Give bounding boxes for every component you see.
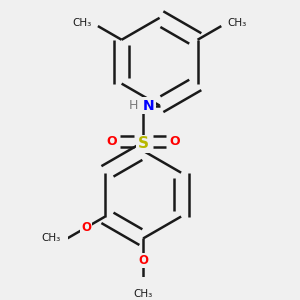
Text: CH₃: CH₃ <box>227 18 247 28</box>
Text: O: O <box>169 135 180 148</box>
Text: CH₃: CH₃ <box>73 18 92 28</box>
Text: S: S <box>138 136 148 152</box>
Text: CH₃: CH₃ <box>134 289 153 299</box>
Text: N: N <box>143 98 154 112</box>
Text: CH₃: CH₃ <box>41 233 60 244</box>
Text: O: O <box>138 254 148 267</box>
Text: H: H <box>129 99 138 112</box>
Text: O: O <box>106 135 117 148</box>
Text: O: O <box>81 221 91 234</box>
